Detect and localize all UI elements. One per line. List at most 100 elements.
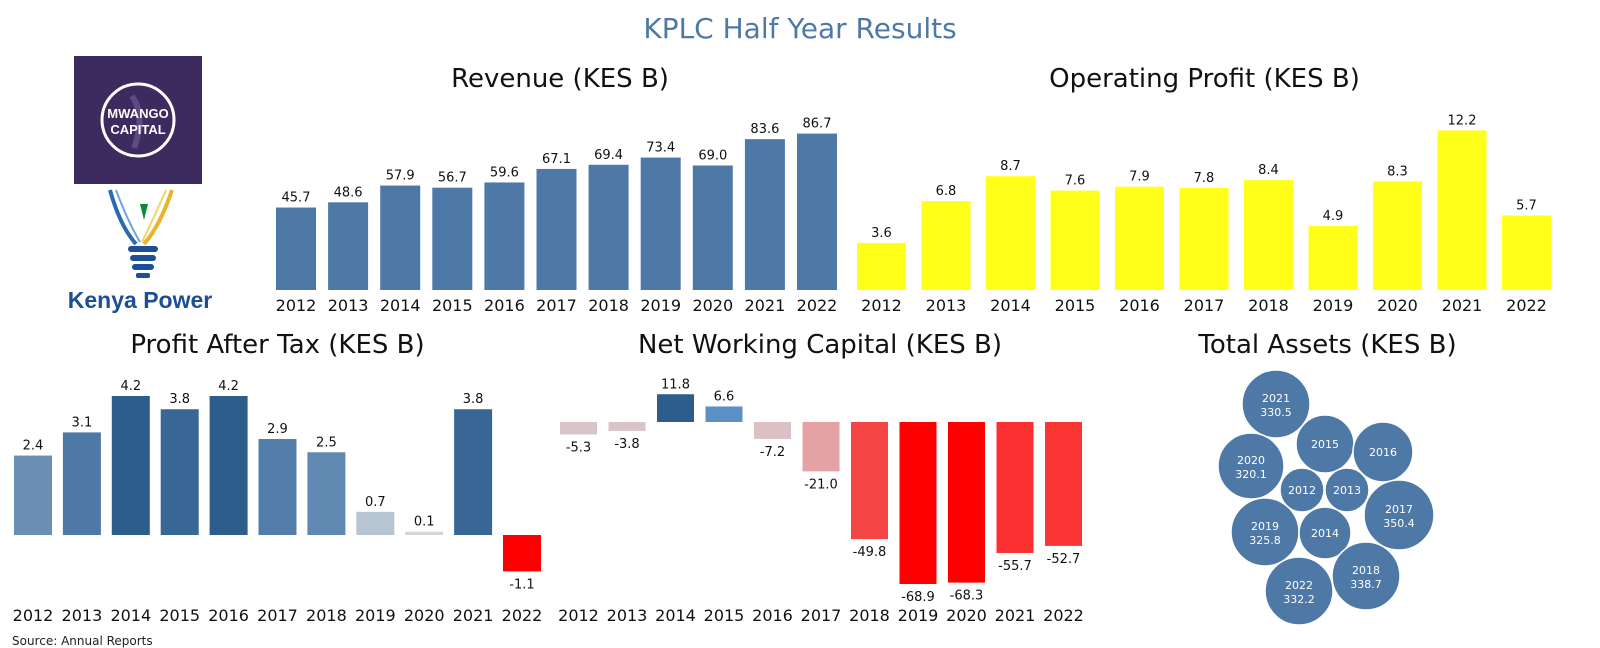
pat-data-label: 2.5 (316, 435, 337, 450)
nwc-data-label: 6.6 (714, 389, 735, 404)
nwc-bar-2016 (754, 422, 791, 439)
pat-tick-label: 2013 (62, 606, 103, 625)
operating-data-label: 7.9 (1129, 170, 1150, 185)
revenue-bar-2016 (484, 182, 525, 290)
nwc-tick-label: 2012 (558, 606, 599, 625)
pat-bar-2012 (14, 455, 52, 535)
nwc-bar-2014 (657, 394, 694, 422)
revenue-bar-2013 (328, 202, 369, 290)
pat-data-label: 3.8 (463, 392, 484, 407)
pat-bar-2020 (405, 531, 444, 535)
revenue-bar-2022 (797, 133, 837, 290)
operating-bar-2014 (986, 176, 1035, 290)
nwc-tick-label: 2016 (752, 606, 793, 625)
assets-bubble-year: 2015 (1311, 438, 1339, 451)
kenya-power-logo: Kenya Power (64, 186, 214, 316)
assets-bubble-value: 350.4 (1383, 517, 1415, 530)
operating-data-label: 7.6 (1065, 174, 1086, 189)
nwc-bar-2018 (851, 422, 888, 540)
operating-bar-2012 (857, 242, 906, 290)
pat-bar-2013 (62, 432, 101, 535)
assets-bubble-year: 2021 (1262, 392, 1290, 405)
nwc-data-label: -55.7 (998, 559, 1032, 574)
operating-tick-label: 2013 (926, 296, 967, 315)
nwc-bar-2015 (705, 406, 743, 422)
nwc-data-label: -5.3 (566, 440, 591, 455)
nwc-data-label: -68.3 (950, 589, 984, 604)
assets-bubble-2017 (1363, 479, 1435, 551)
pat-tick-label: 2018 (306, 606, 347, 625)
operating-bar-2013 (921, 201, 971, 290)
nwc-tick-label: 2018 (849, 606, 890, 625)
operating-bar-2020 (1373, 181, 1422, 290)
revenue-data-label: 86.7 (803, 117, 832, 132)
operating-data-label: 8.4 (1258, 163, 1279, 178)
nwc-tick-label: 2014 (655, 606, 696, 625)
pat-data-label: 2.9 (267, 422, 288, 437)
revenue-bar-2019 (640, 157, 681, 290)
kenya-power-logo-graphic: Kenya Power (68, 189, 212, 313)
revenue-data-label: 45.7 (282, 191, 311, 206)
nwc-data-label: 11.8 (661, 377, 690, 392)
nwc-tick-label: 2020 (946, 606, 987, 625)
operating-bar-2018 (1244, 180, 1293, 290)
revenue-tick-label: 2019 (640, 296, 681, 315)
revenue-bar-2014 (380, 185, 421, 290)
nwc-tick-label: 2015 (704, 606, 745, 625)
revenue-data-label: 59.6 (490, 165, 519, 180)
revenue-data-label: 48.6 (334, 185, 363, 200)
revenue-tick-label: 2013 (328, 296, 369, 315)
source-note: Source: Annual Reports (12, 634, 153, 648)
revenue-data-label: 69.0 (698, 149, 727, 164)
revenue-tick-label: 2014 (380, 296, 421, 315)
assets-bubble-value: 338.7 (1350, 578, 1382, 591)
assets-bubble-2014 (1298, 506, 1352, 560)
assets-bubble-2018 (1331, 541, 1401, 611)
net-working-capital-chart-title: Net Working Capital (KES B) (637, 330, 1002, 360)
operating-data-label: 7.8 (1194, 171, 1215, 186)
mwango-logo-line2: CAPITAL (110, 122, 165, 137)
pat-tick-label: 2012 (13, 606, 54, 625)
nwc-tick-label: 2013 (607, 606, 648, 625)
nwc-tick-label: 2019 (898, 606, 939, 625)
assets-bubble-year: 2022 (1285, 579, 1313, 592)
pat-bar-2017 (258, 439, 297, 535)
operating-data-label: 4.9 (1323, 209, 1344, 224)
operating-tick-label: 2017 (1184, 296, 1225, 315)
operating-data-label: 8.3 (1387, 164, 1408, 179)
nwc-bar-2020 (948, 422, 985, 583)
nwc-tick-label: 2021 (995, 606, 1036, 625)
operating-tick-label: 2019 (1313, 296, 1354, 315)
revenue-tick-label: 2018 (588, 296, 629, 315)
operating-data-label: 5.7 (1516, 198, 1537, 213)
pat-data-label: 0.1 (414, 515, 435, 530)
pat-data-label: 4.2 (120, 379, 141, 394)
operating-tick-label: 2018 (1248, 296, 1289, 315)
pat-tick-label: 2022 (502, 606, 543, 625)
operating-tick-label: 2022 (1506, 296, 1547, 315)
operating-bar-2019 (1308, 225, 1358, 290)
pat-tick-label: 2021 (453, 606, 494, 625)
pat-tick-label: 2019 (355, 606, 396, 625)
revenue-bar-2012 (276, 207, 316, 290)
nwc-bar-2021 (996, 422, 1034, 553)
revenue-tick-label: 2015 (432, 296, 473, 315)
operating-tick-label: 2016 (1119, 296, 1160, 315)
nwc-bar-2013 (608, 422, 646, 431)
nwc-tick-label: 2017 (801, 606, 842, 625)
nwc-data-label: -7.2 (760, 445, 785, 460)
assets-bubble-year: 2013 (1333, 484, 1361, 497)
operating-tick-label: 2020 (1377, 296, 1418, 315)
revenue-bar-2015 (432, 187, 473, 290)
assets-bubble-value: 320.1 (1235, 468, 1267, 481)
nwc-data-label: -68.9 (901, 590, 935, 605)
pat-bar-2018 (307, 452, 346, 535)
nwc-tick-label: 2022 (1043, 606, 1084, 625)
revenue-tick-label: 2016 (484, 296, 525, 315)
pat-bar-2022 (503, 535, 541, 572)
kenya-power-logo-text: Kenya Power (68, 287, 212, 313)
pat-tick-label: 2020 (404, 606, 445, 625)
mwango-logo-line1: MWANGO (107, 106, 168, 121)
operating-tick-label: 2015 (1055, 296, 1096, 315)
assets-bubble-year: 2018 (1352, 564, 1380, 577)
